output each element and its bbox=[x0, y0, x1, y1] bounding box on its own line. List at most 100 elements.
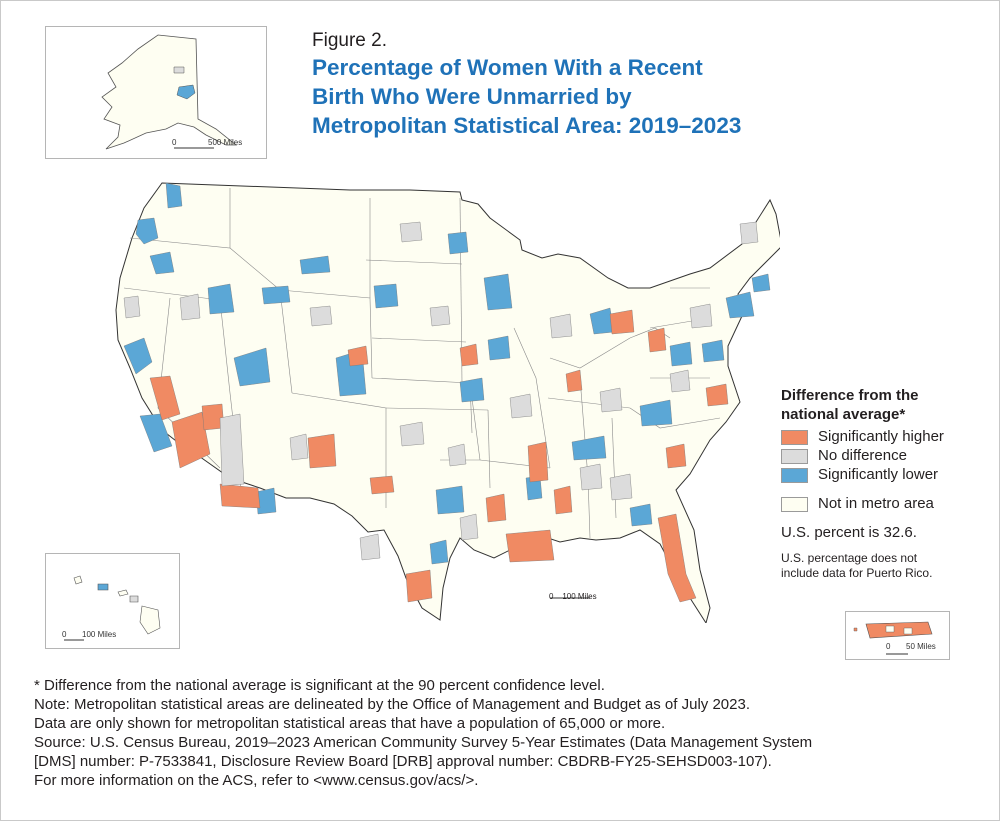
msa-riverside bbox=[171, 411, 211, 469]
pr-scale-zero: 0 bbox=[886, 642, 891, 651]
msa-shreveport bbox=[485, 493, 507, 523]
msa-kansas-city bbox=[459, 377, 485, 403]
legend-item-nodiff: No difference bbox=[781, 447, 991, 466]
msa-albuquerque bbox=[307, 433, 337, 469]
msa-harrisburg bbox=[669, 341, 693, 367]
hawaii-map bbox=[64, 575, 161, 641]
msa-cincinnati bbox=[599, 387, 623, 413]
msa-sioux-falls bbox=[429, 305, 451, 327]
state-boundaries bbox=[123, 188, 721, 539]
msa-omaha-area bbox=[459, 343, 479, 367]
conus-scale-label: 100 Miles bbox=[562, 592, 597, 601]
msa-fresno bbox=[149, 375, 181, 421]
msa-san-angelo bbox=[359, 533, 381, 561]
msa-oklahoma-city bbox=[399, 421, 425, 447]
msa-dallas bbox=[435, 485, 465, 515]
msa-seattle bbox=[135, 217, 159, 245]
msa-des-moines bbox=[487, 335, 511, 361]
msa-tulsa bbox=[447, 443, 467, 467]
puerto-rico-note: U.S. percentage does not include data fo… bbox=[781, 551, 991, 581]
figure-title: Percentage of Women With a Recent Birth … bbox=[312, 53, 832, 140]
msa-raleigh bbox=[639, 399, 673, 427]
msa-dc bbox=[701, 339, 725, 363]
msa-group-higher bbox=[149, 309, 729, 603]
note-source-2: [DMS] number: P-7533841, Disclosure Revi… bbox=[34, 753, 772, 770]
msa-atlanta bbox=[609, 473, 633, 501]
pr-note-line-1: U.S. percentage does not bbox=[781, 551, 918, 565]
msa-new-york bbox=[725, 291, 755, 319]
metro-areas bbox=[123, 182, 771, 603]
conus-map bbox=[115, 182, 780, 623]
legend: Difference from the national average* Si… bbox=[781, 386, 991, 581]
msa-jackson bbox=[553, 485, 573, 515]
msa-florida bbox=[657, 513, 697, 603]
hawaii-scale-zero: 0 bbox=[62, 630, 67, 639]
msa-portland-me bbox=[739, 221, 759, 245]
legend-swatch-lower bbox=[781, 468, 808, 483]
alaska-inset: 0 500 Miles bbox=[45, 26, 267, 159]
title-line-1: Percentage of Women With a Recent bbox=[312, 55, 703, 80]
msa-yuma bbox=[219, 483, 261, 509]
legend-swatch-not-in-metro bbox=[781, 497, 808, 512]
msa-lubbock bbox=[369, 475, 395, 495]
msa-richmond bbox=[669, 369, 691, 393]
msa-colorado-springs bbox=[347, 345, 369, 367]
us-percent-note: U.S. percent is 32.6. bbox=[781, 524, 917, 541]
pr-nonmetro-2 bbox=[903, 627, 913, 635]
msa-chicago bbox=[549, 313, 573, 339]
legend-label-nodiff: No difference bbox=[818, 447, 907, 464]
legend-title: Difference from the national average* bbox=[781, 386, 991, 424]
note-population: Data are only shown for metropolitan sta… bbox=[34, 715, 666, 732]
msa-scranton bbox=[689, 303, 713, 329]
conus-scale: 0 100 Miles bbox=[549, 592, 597, 601]
msa-indianapolis bbox=[565, 369, 583, 393]
molokai bbox=[117, 589, 129, 597]
legend-swatch-nodiff bbox=[781, 449, 808, 464]
legend-title-line-1: Difference from the bbox=[781, 387, 919, 404]
legend-title-line-2: national average* bbox=[781, 406, 906, 423]
kauai bbox=[73, 575, 83, 585]
legend-item-lower: Significantly lower bbox=[781, 466, 991, 485]
msa-los-angeles-coast bbox=[139, 413, 173, 453]
msa-phoenix bbox=[219, 413, 245, 487]
alaska-scale-label: 500 Miles bbox=[208, 138, 243, 147]
msa-fairbanks bbox=[173, 66, 185, 74]
pr-nonmetro-1 bbox=[885, 625, 895, 633]
msa-boston bbox=[751, 273, 771, 293]
hawaii-scale-label: 100 Miles bbox=[82, 630, 117, 639]
puerto-rico-inset: 0 50 Miles bbox=[845, 611, 950, 660]
msa-savannah-area bbox=[629, 503, 653, 527]
msa-columbia bbox=[665, 443, 687, 469]
msa-bellingham bbox=[165, 182, 183, 209]
note-more-info: For more information on the ACS, refer t… bbox=[34, 772, 479, 789]
note-omb: Note: Metropolitan statistical areas are… bbox=[34, 696, 750, 713]
msa-billings bbox=[299, 255, 331, 275]
msa-honolulu bbox=[97, 583, 109, 591]
figure-label: Figure 2. bbox=[312, 30, 387, 51]
note-significance: * Difference from the national average i… bbox=[34, 677, 605, 694]
msa-fargo bbox=[447, 231, 469, 255]
hawaii-inset: 0 100 Miles bbox=[45, 553, 180, 649]
pr-island bbox=[853, 627, 858, 632]
msa-boise bbox=[207, 283, 235, 315]
msa-houston-area bbox=[459, 513, 479, 541]
legend-label-not-in-metro: Not in metro area bbox=[818, 495, 934, 512]
msa-birmingham bbox=[579, 463, 603, 491]
msa-group-nodiff bbox=[123, 221, 759, 561]
puerto-rico-map bbox=[853, 621, 933, 655]
msa-minneapolis bbox=[483, 273, 513, 311]
msa-bismarck bbox=[399, 221, 423, 243]
msa-casper bbox=[309, 305, 333, 327]
alaska-map bbox=[101, 34, 238, 150]
title-line-3: Metropolitan Statistical Area: 2019–2023 bbox=[312, 113, 742, 138]
msa-group-lower bbox=[123, 182, 771, 565]
msa-salt-lake bbox=[233, 347, 271, 387]
note-source-1: Source: U.S. Census Bureau, 2019–2023 Am… bbox=[34, 734, 813, 751]
msa-virginia-area bbox=[705, 383, 729, 407]
msa-san-francisco bbox=[123, 337, 153, 375]
msa-kahului bbox=[129, 595, 139, 603]
title-line-2: Birth Who Were Unmarried by bbox=[312, 84, 632, 109]
big-island bbox=[139, 605, 161, 635]
msa-st-louis bbox=[509, 393, 533, 419]
msa-missoula bbox=[261, 285, 291, 305]
